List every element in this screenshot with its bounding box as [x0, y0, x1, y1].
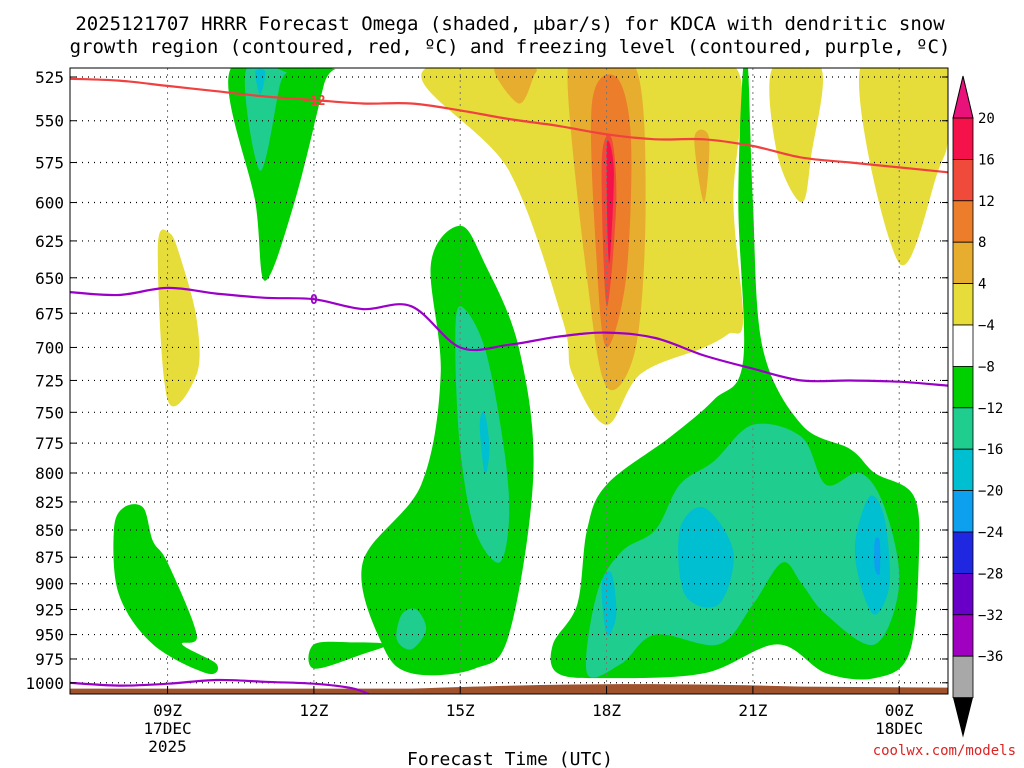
colorbar-label-4: 4	[978, 277, 986, 293]
y-tick-label-700: 700	[35, 338, 64, 357]
x-tick-year-09Z: 2025	[148, 737, 187, 756]
omega-region-4	[421, 68, 744, 425]
omega-region-19	[396, 608, 427, 650]
dgz-contour-label: -12	[302, 94, 325, 109]
x-tick-label-21Z: 21Z	[738, 701, 767, 720]
colorbar-label-10: −24	[978, 525, 1003, 541]
chart-title-line2: growth region (contoured, red, ºC) and f…	[70, 36, 951, 58]
freezing-contour-label: 0	[310, 293, 318, 308]
colorbar-swatch-13	[952, 655, 974, 699]
y-tick-label-525: 525	[35, 68, 64, 87]
y-tick-label-750: 750	[35, 403, 64, 422]
y-tick-label-625: 625	[35, 232, 64, 251]
y-tick-label-900: 900	[35, 575, 64, 594]
plot-area: -12 0	[69, 67, 949, 695]
y-tick-label-800: 800	[35, 464, 64, 483]
omega-region-1	[244, 68, 287, 171]
omega-region-3	[157, 229, 200, 407]
colorbar-label-3: 8	[978, 235, 986, 251]
colorbar-label-9: −20	[978, 484, 1003, 500]
colorbar-swatch-2	[952, 200, 974, 243]
x-axis-label: Forecast Time (UTC)	[407, 749, 613, 768]
y-tick-label-550: 550	[35, 112, 64, 131]
omega-region-22	[601, 571, 617, 636]
freezing-level-line-low	[70, 678, 371, 694]
terrain-layer	[70, 684, 948, 694]
colorbar-swatch-9	[952, 490, 974, 533]
x-tick-date-00Z: 18DEC	[875, 719, 923, 738]
colorbar-swatch-8	[952, 448, 974, 492]
omega-region-6	[859, 68, 948, 266]
omega-region-23	[854, 495, 890, 615]
omega-region-9	[694, 129, 710, 203]
colorbar-swatch-12	[952, 614, 974, 657]
colorbar-swatch-4	[952, 283, 974, 326]
colorbar-swatch-3	[952, 241, 974, 284]
y-tick-label-825: 825	[35, 493, 64, 512]
colorbar-label-12: −32	[978, 608, 1003, 624]
colorbar-label-13: −36	[978, 649, 1003, 665]
chart-title-line1: 2025121707 HRRR Forecast Omega (shaded, …	[75, 13, 945, 35]
colorbar-label-6: −8	[978, 359, 995, 375]
colorbar-swatch-5	[952, 324, 974, 367]
omega-region-5	[769, 68, 823, 203]
y-tick-label-650: 650	[35, 269, 64, 288]
omega-region-18	[585, 423, 900, 678]
omega-region-2	[255, 68, 266, 95]
freezing-level-line	[70, 286, 948, 387]
x-tick-label-00Z: 00Z	[885, 701, 914, 720]
y-tick-label-725: 725	[35, 371, 64, 390]
colorbar-swatch-1	[952, 158, 974, 202]
colorbar-swatch-6	[952, 365, 974, 409]
colorbar-label-8: −16	[978, 442, 1003, 458]
colorbar-label-2: 12	[978, 194, 995, 210]
y-tick-label-575: 575	[35, 154, 64, 173]
colorbar-top-arrow	[952, 75, 974, 119]
y-tick-label-950: 950	[35, 626, 64, 645]
omega-region-21	[678, 506, 734, 608]
y-tick-label-850: 850	[35, 521, 64, 540]
pressure-axis: 525 550 575 600 625 650 675 700 725 750 775 800 825 8…	[25, 68, 948, 693]
colorbar-swatch-7	[952, 407, 974, 450]
colorbar-label-7: −12	[978, 401, 1003, 417]
plot-frame	[69, 67, 949, 695]
colorbar-label-1: 16	[978, 152, 995, 168]
x-tick-label-12Z: 12Z	[299, 701, 328, 720]
x-tick-label-09Z: 09Z	[153, 701, 182, 720]
y-tick-label-600: 600	[35, 194, 64, 213]
terrain-fill	[70, 684, 948, 694]
y-tick-label-975: 975	[35, 650, 64, 669]
colorbar-label-11: −28	[978, 566, 1003, 582]
colorbar-label-5: −4	[978, 318, 995, 334]
omega-region-14	[308, 641, 388, 669]
x-tick-date-09Z: 17DEC	[143, 719, 191, 738]
omega-region-15	[113, 504, 219, 675]
omega-region-24	[874, 537, 881, 576]
y-tick-label-1000: 1000	[25, 674, 64, 693]
colorbar-bottom-arrow	[953, 697, 973, 738]
y-tick-label-775: 775	[35, 434, 64, 453]
x-tick-label-18Z: 18Z	[592, 701, 621, 720]
omega-region-20	[479, 411, 490, 474]
x-tick-label-15Z: 15Z	[446, 701, 475, 720]
y-tick-label-675: 675	[35, 304, 64, 323]
credit-text: coolwx.com/models	[873, 743, 1016, 759]
y-tick-label-925: 925	[35, 600, 64, 619]
colorbar: 20 16 12 8 4 −4 −8 −12 −16 −20 −24 −28 −32 −36	[952, 75, 1003, 738]
contour-lines: -12 0	[70, 77, 948, 694]
y-tick-label-875: 875	[35, 548, 64, 567]
colorbar-swatch-10	[952, 531, 974, 574]
omega-region-13	[361, 225, 534, 676]
dgz-contour-line	[70, 77, 948, 174]
omega-shading	[113, 68, 948, 680]
colorbar-swatch-0	[952, 117, 974, 160]
colorbar-label-0: 20	[978, 111, 995, 127]
colorbar-swatch-11	[952, 573, 974, 616]
